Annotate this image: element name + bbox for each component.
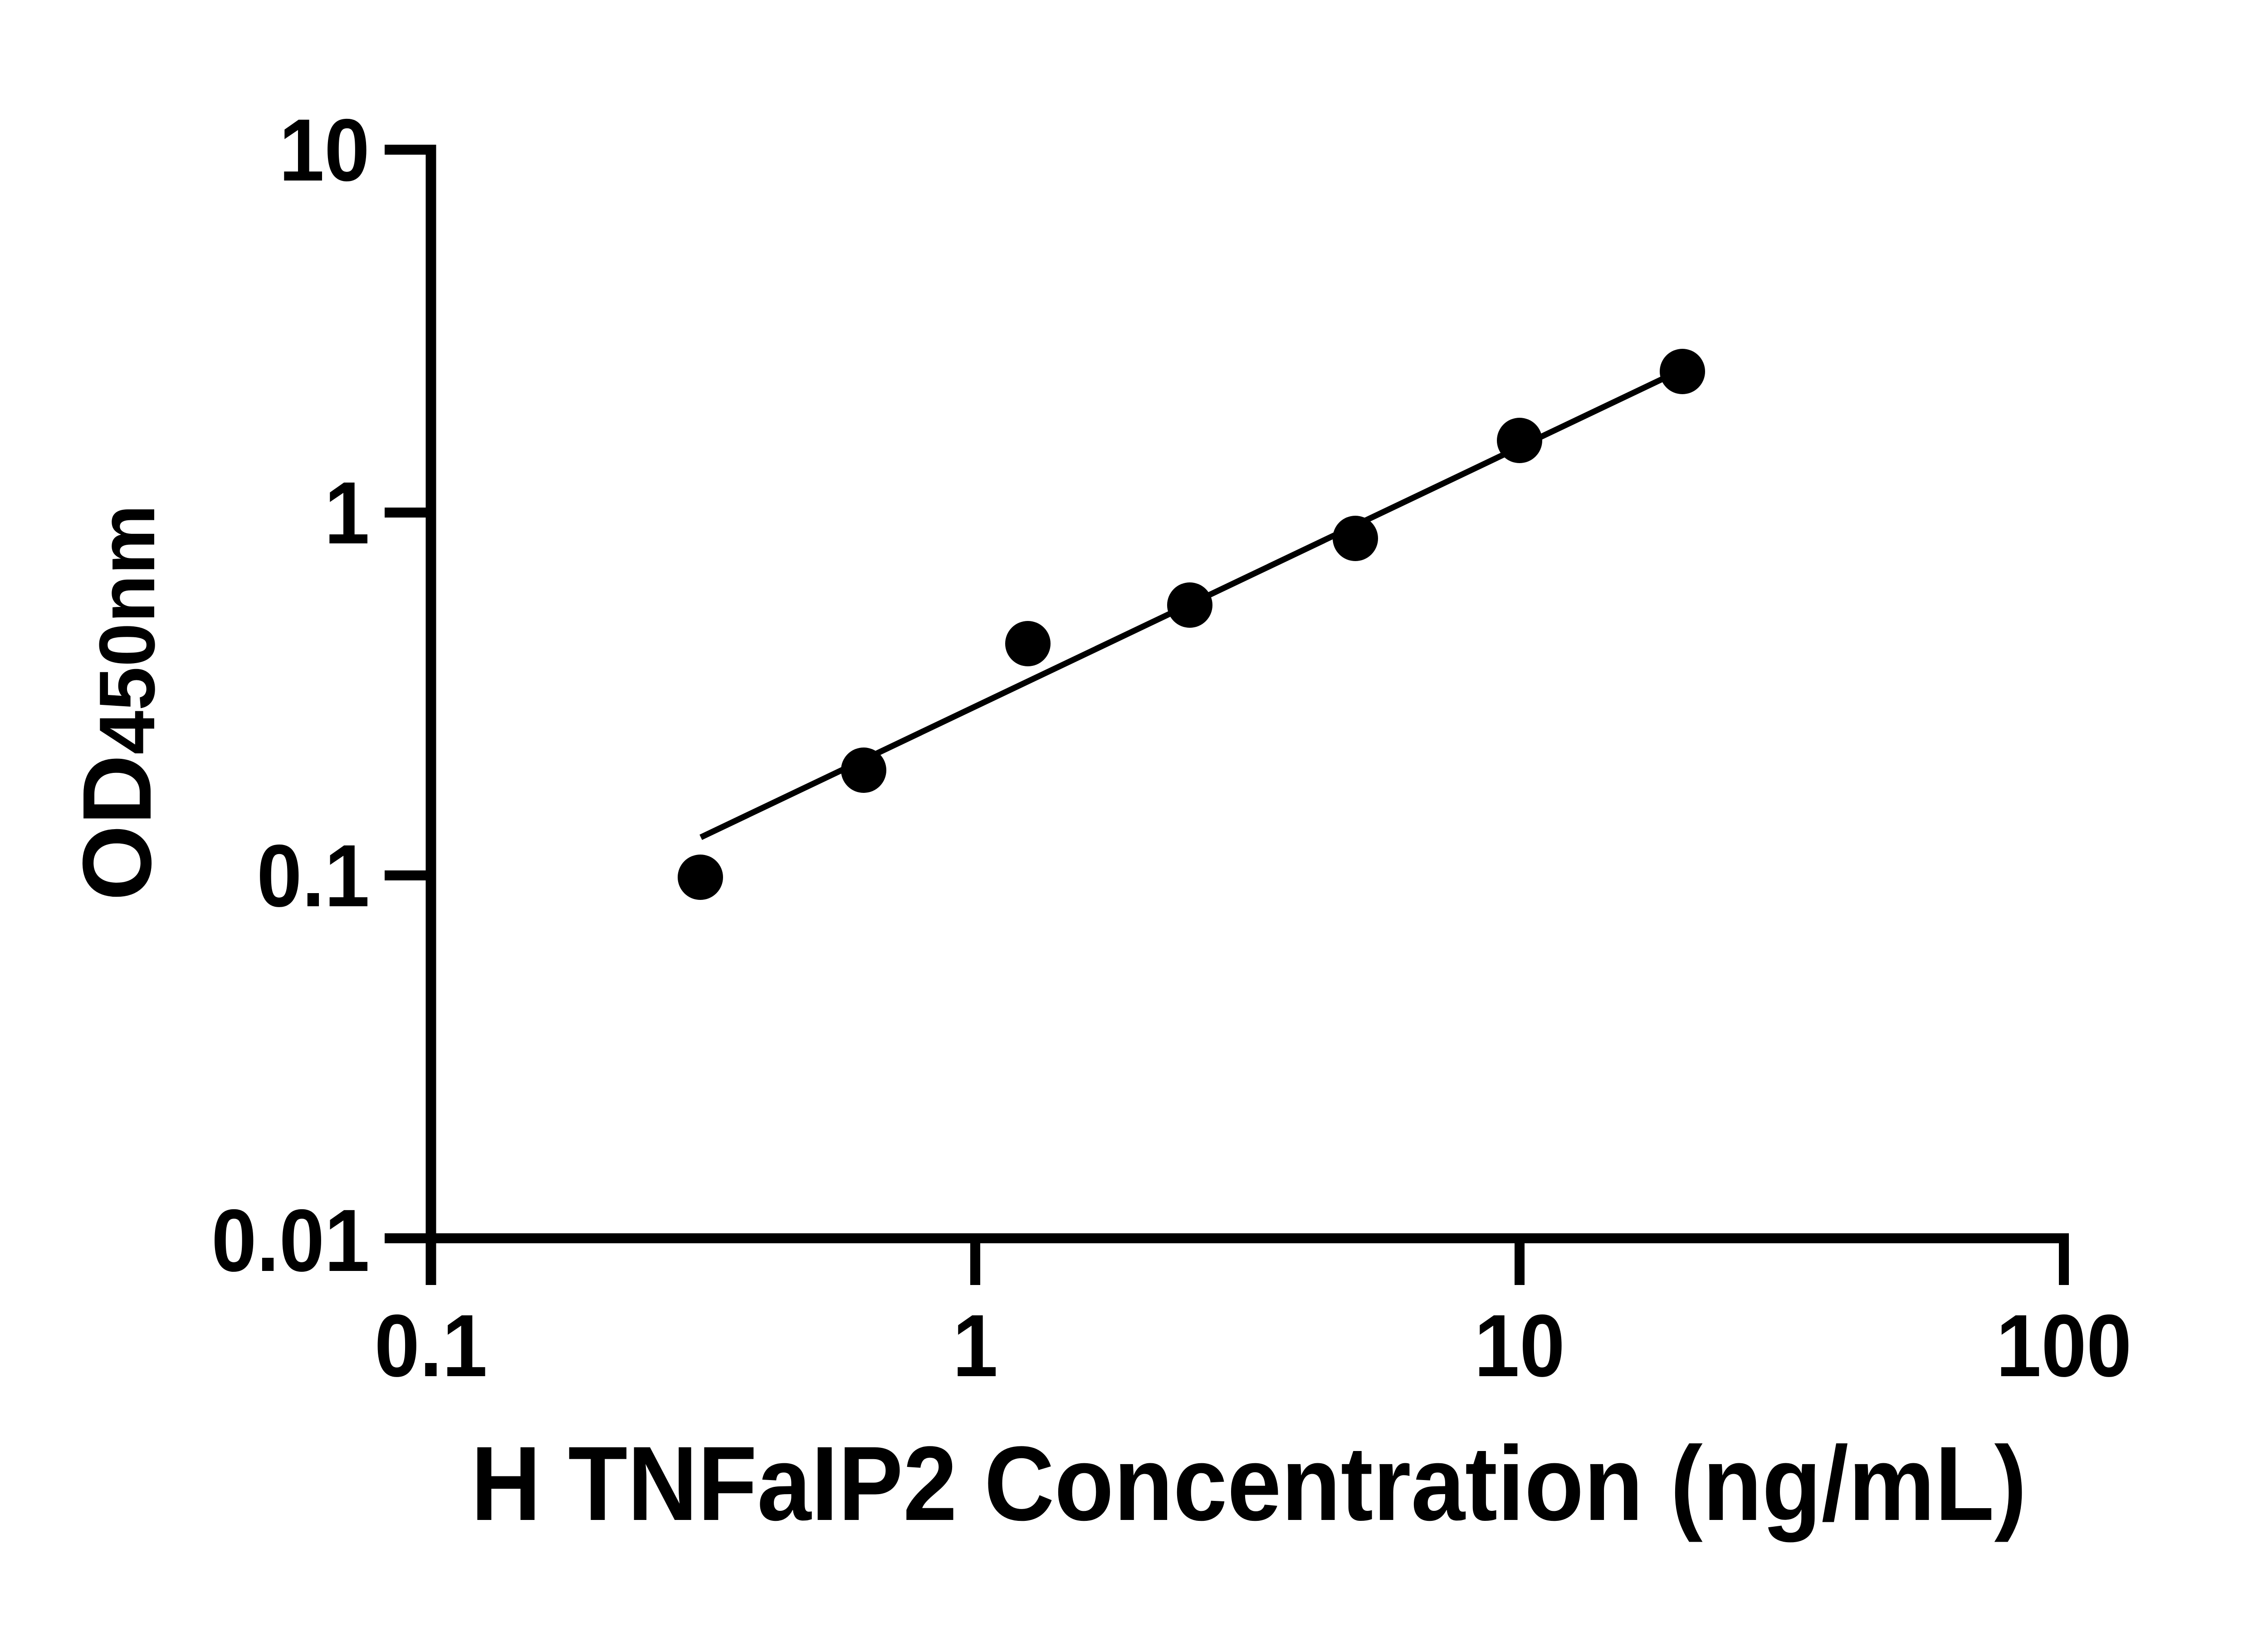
svg-text:0.1: 0.1 bbox=[257, 826, 370, 925]
svg-text:H TNFaIP2 Concentration (ng/mL: H TNFaIP2 Concentration (ng/mL) bbox=[471, 1425, 2027, 1543]
svg-text:1: 1 bbox=[953, 1296, 998, 1395]
svg-text:10: 10 bbox=[279, 101, 370, 200]
svg-text:100: 100 bbox=[1996, 1296, 2132, 1395]
svg-text:1: 1 bbox=[324, 464, 370, 562]
svg-text:10: 10 bbox=[1474, 1296, 1565, 1395]
svg-text:0.01: 0.01 bbox=[211, 1191, 370, 1290]
svg-text:0.1: 0.1 bbox=[375, 1296, 488, 1395]
